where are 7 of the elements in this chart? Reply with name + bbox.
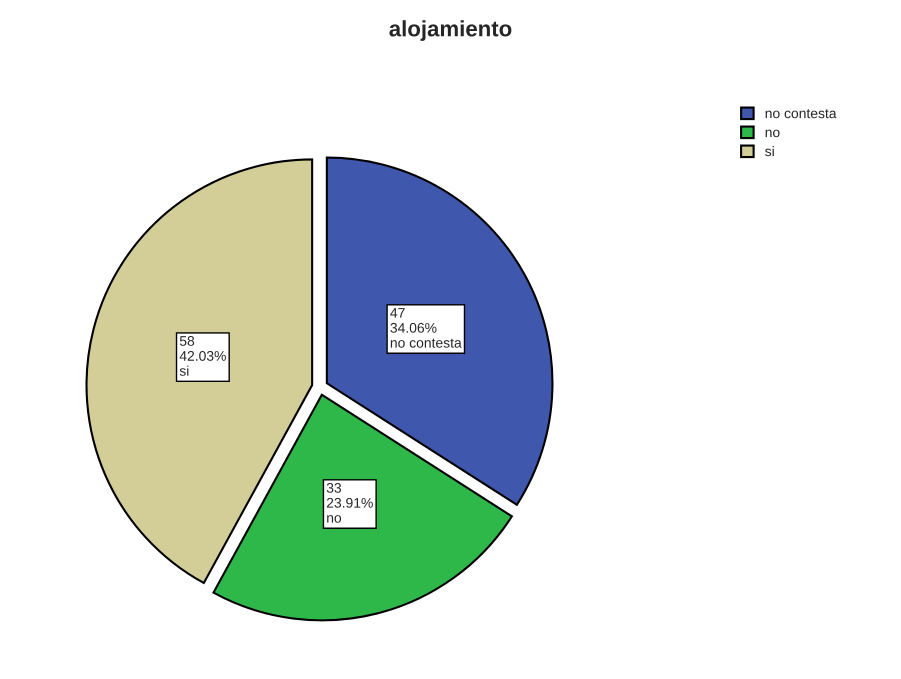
chart-title: alojamiento: [389, 20, 512, 41]
data-label: 33 23.91% no: [326, 482, 373, 523]
legend-label: no contesta: [766, 109, 837, 118]
legend-label: no: [766, 130, 780, 138]
data-label: 58 42.03% si: [180, 336, 226, 376]
data-label: 47 34.06% no contesta: [390, 308, 462, 348]
legend-label: si: [765, 146, 774, 156]
